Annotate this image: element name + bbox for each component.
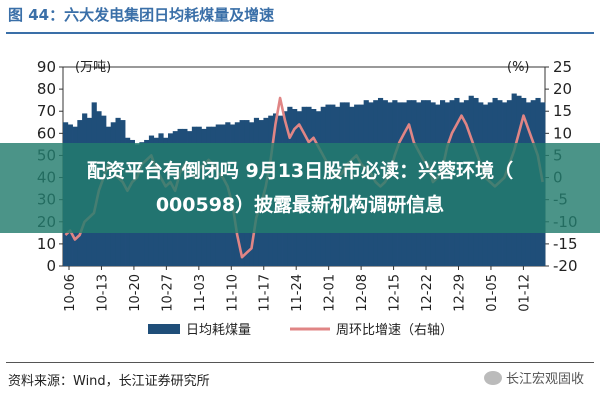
right-tick-label: 10 xyxy=(553,124,572,142)
left-tick-label: 80 xyxy=(37,80,56,98)
x-tick-label: 12-08 xyxy=(355,274,370,312)
x-tick-label: 10-06 xyxy=(63,274,78,312)
left-tick-label: 0 xyxy=(46,257,56,275)
source-note: 资料来源：Wind，长江证券研究所 xyxy=(8,374,210,389)
left-tick-label: 60 xyxy=(37,124,56,142)
right-tick-label: 20 xyxy=(553,80,572,98)
right-tick-label: 25 xyxy=(553,58,572,76)
right-tick-label: 15 xyxy=(553,102,572,120)
left-tick-label: 10 xyxy=(37,235,56,253)
legend-swatch-bars xyxy=(148,324,180,334)
x-tick-label: 11-24 xyxy=(290,274,305,312)
right-axis-unit: (%) xyxy=(507,60,530,75)
legend-label-bars: 日均耗煤量 xyxy=(186,323,251,338)
x-tick-label: 10-13 xyxy=(95,274,110,312)
x-tick-label: 11-03 xyxy=(193,274,208,312)
x-tick-label: 11-10 xyxy=(225,274,240,312)
wechat-logo-icon xyxy=(483,370,502,385)
overlay-line-1[interactable]: 配资平台有倒闭吗 9月13日股市必读：兴蓉环境（ xyxy=(86,160,514,182)
x-tick-label: 01-05 xyxy=(485,274,500,312)
x-tick-label: 12-29 xyxy=(452,274,467,312)
brand-mark: 长江宏观固收 xyxy=(483,368,584,387)
footer-divider xyxy=(6,362,594,363)
x-tick-label: 01-12 xyxy=(517,274,532,312)
right-tick-label: -15 xyxy=(553,235,578,253)
figure-title: 图 44：六大发电集团日均耗煤量及增速 xyxy=(8,6,275,24)
x-tick-label: 10-20 xyxy=(128,274,143,312)
legend-label-line: 周环比增速（右轴） xyxy=(336,323,453,338)
left-axis-unit: (万吨) xyxy=(75,60,111,75)
title-divider xyxy=(6,32,594,34)
news-overlay-banner[interactable]: 配资平台有倒闭吗 9月13日股市必读：兴蓉环境（ 000598）披露最新机构调研… xyxy=(0,143,600,233)
x-tick-label: 12-15 xyxy=(388,274,403,312)
x-tick-label: 12-01 xyxy=(323,274,338,312)
overlay-line-2[interactable]: 000598）披露最新机构调研信息 xyxy=(155,194,445,216)
x-tick-label: 10-27 xyxy=(160,274,175,312)
right-tick-label: -20 xyxy=(553,257,578,275)
left-tick-label: 70 xyxy=(37,102,56,120)
brand-name: 长江宏观固收 xyxy=(505,372,584,387)
x-tick-label: 11-17 xyxy=(258,274,273,312)
x-tick-label: 12-22 xyxy=(420,274,435,312)
left-tick-label: 90 xyxy=(37,58,56,76)
